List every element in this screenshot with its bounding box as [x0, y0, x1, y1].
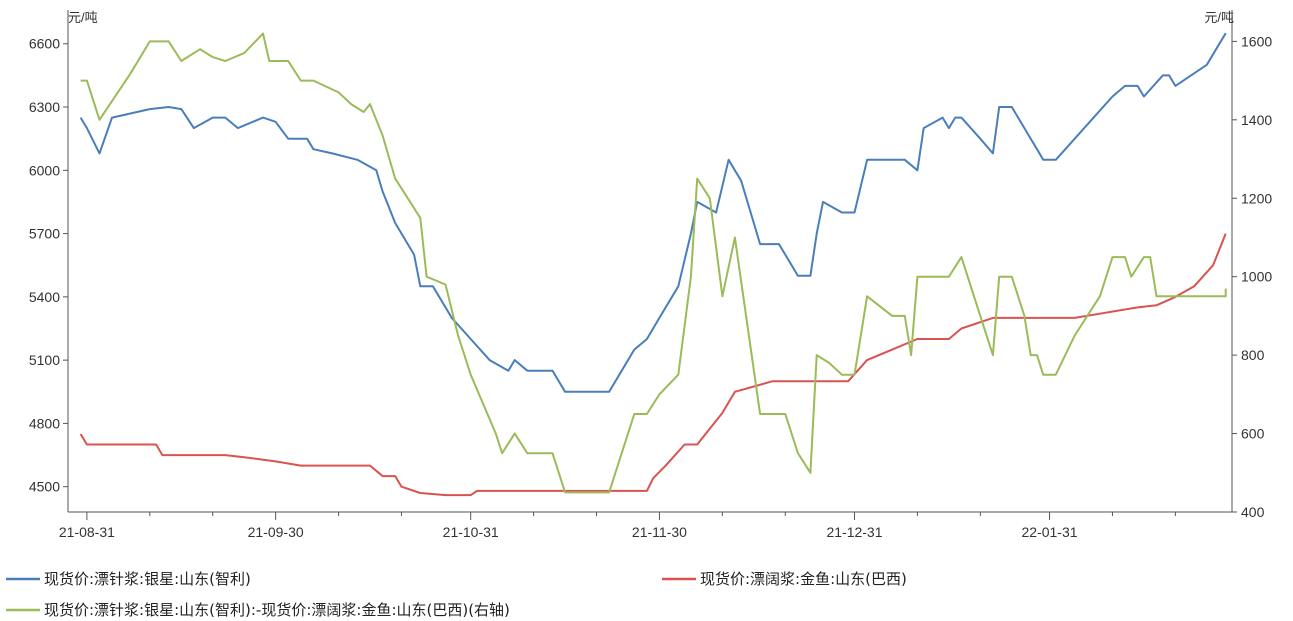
right-tick-label: 800	[1241, 347, 1265, 363]
left-tick-label: 6300	[29, 99, 60, 115]
right-tick-label: 1000	[1241, 269, 1272, 285]
legend-item: 现货价:漂针浆:银星:山东(智利):-现货价:漂阔浆:金鱼:山东(巴西)(右轴)	[6, 601, 510, 619]
series-line-2	[79, 233, 1227, 497]
x-axis-ticks: 21-08-31 21-09-30 21-10-31 21-11-30 21-12-31…	[59, 512, 1176, 540]
left-tick-label: 6000	[29, 162, 60, 178]
legend-label: 现货价:漂针浆:银星:山东(智利)	[44, 570, 251, 588]
legend-label: 现货价:漂针浆:银星:山东(智利):-现货价:漂阔浆:金鱼:山东(巴西)(右轴)	[44, 601, 510, 619]
x-tick-label: 21-09-30	[248, 524, 304, 540]
series-layer	[79, 32, 1227, 497]
right-axis-ticks: 400 600 800 1000 1200 1400 1600	[1232, 33, 1272, 520]
axes	[67, 10, 1233, 513]
right-tick-label: 1200	[1241, 190, 1272, 206]
legend-label: 现货价:漂阔浆:金鱼:山东(巴西)	[700, 570, 907, 588]
right-tick-label: 1600	[1241, 33, 1272, 49]
series-line-3	[80, 32, 1227, 494]
right-tick-label: 600	[1241, 426, 1265, 442]
x-tick-label: 21-08-31	[59, 524, 115, 540]
left-tick-label: 6600	[29, 36, 60, 52]
left-tick-label: 5400	[29, 289, 60, 305]
x-tick-label: 21-10-31	[443, 524, 499, 540]
legend: 现货价:漂针浆:银星:山东(智利) 现货价:漂阔浆:金鱼:山东(巴西) 现货价:…	[6, 570, 907, 619]
left-axis-ticks: 4500 4800 5100 5400 5700 6000 6300 6600	[29, 36, 68, 495]
left-tick-label: 4500	[29, 479, 60, 495]
x-tick-label: 22-01-31	[1022, 524, 1078, 540]
left-tick-label: 5700	[29, 226, 60, 242]
series-line-1	[79, 32, 1227, 393]
left-tick-label: 4800	[29, 415, 60, 431]
right-tick-label: 400	[1241, 504, 1265, 520]
left-tick-label: 5100	[29, 352, 60, 368]
right-tick-label: 1400	[1241, 112, 1272, 128]
x-tick-label: 21-12-31	[826, 524, 882, 540]
legend-item: 现货价:漂阔浆:金鱼:山东(巴西)	[662, 570, 907, 588]
x-tick-label: 21-11-30	[632, 524, 687, 540]
right-axis-unit: 元/吨	[1204, 10, 1234, 25]
legend-item: 现货价:漂针浆:银星:山东(智利)	[6, 570, 251, 588]
left-axis-unit: 元/吨	[68, 10, 98, 25]
